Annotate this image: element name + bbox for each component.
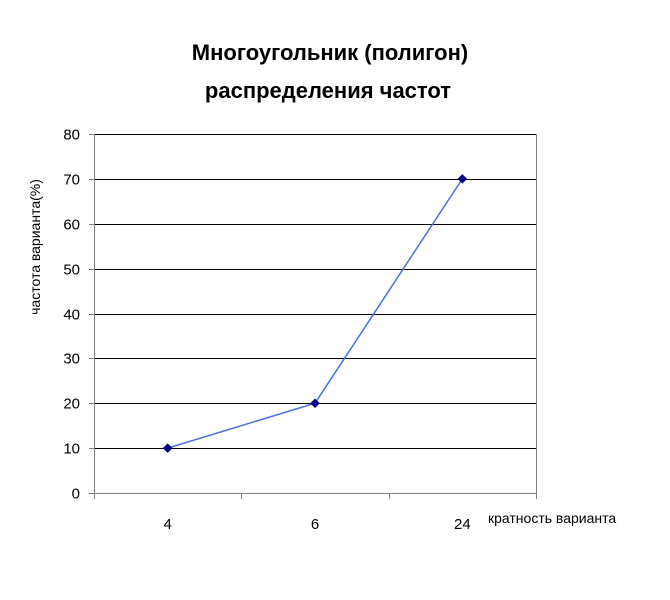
y-tick-label: 80 <box>63 127 80 144</box>
y-axis-label: частота варианта(%) <box>27 179 43 315</box>
y-tick-label: 40 <box>63 307 80 324</box>
x-tick-label: 4 <box>163 516 171 533</box>
x-tick-label: 6 <box>311 516 319 533</box>
y-tick-label: 60 <box>63 217 80 234</box>
x-axis-label: кратность варианта <box>488 510 616 526</box>
data-point <box>457 174 468 184</box>
y-tick-label: 20 <box>63 396 80 413</box>
y-tick-label: 10 <box>63 441 80 458</box>
data-point <box>310 398 320 409</box>
chart-title-line-1: Многоугольник (полигон) <box>192 40 468 65</box>
y-tick-label: 30 <box>63 351 80 368</box>
y-tick-label: 0 <box>72 486 80 503</box>
plot-area: 0 10 20 30 40 50 60 70 80 4 6 24 <box>63 127 537 533</box>
y-tick-label: 70 <box>63 172 80 189</box>
x-tick-label: 24 <box>454 516 471 533</box>
chart-title-line-2: распределения частот <box>205 78 451 103</box>
y-tick-label: 50 <box>63 262 80 279</box>
data-point <box>162 443 173 453</box>
